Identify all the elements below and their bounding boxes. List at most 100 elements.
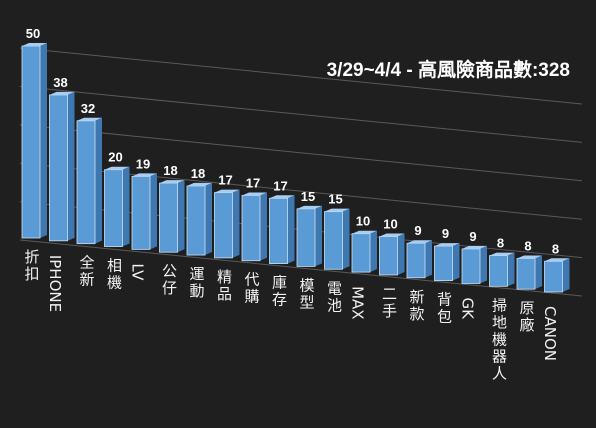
bar-top bbox=[22, 43, 47, 46]
bar bbox=[351, 233, 371, 273]
gridline bbox=[19, 239, 583, 297]
data-label: 9 bbox=[442, 226, 449, 241]
data-label: 8 bbox=[497, 236, 504, 251]
bar-top bbox=[269, 195, 295, 199]
data-label: 50 bbox=[26, 26, 40, 41]
category-label: 折扣 bbox=[24, 248, 39, 283]
bars bbox=[21, 43, 570, 293]
data-label: 15 bbox=[328, 192, 342, 207]
data-label: 10 bbox=[356, 214, 370, 229]
bar-side bbox=[425, 240, 432, 278]
gridline bbox=[19, 85, 583, 143]
bar-side bbox=[150, 173, 157, 250]
category-label: 背包 bbox=[437, 291, 452, 326]
bar-top bbox=[379, 233, 405, 237]
bar bbox=[104, 169, 123, 247]
category-label: 二手 bbox=[382, 285, 397, 320]
category-label: 精品 bbox=[217, 268, 232, 303]
category-label: LV bbox=[129, 263, 147, 281]
data-label: 18 bbox=[191, 166, 205, 181]
bar bbox=[159, 182, 178, 253]
bar bbox=[269, 197, 288, 264]
category-label: 庫存 bbox=[272, 274, 287, 309]
bar bbox=[21, 45, 41, 239]
bar-top bbox=[242, 192, 267, 196]
data-label: 17 bbox=[246, 175, 260, 190]
bar-side bbox=[397, 233, 405, 275]
data-label: 8 bbox=[524, 238, 531, 253]
bar bbox=[186, 185, 206, 256]
bar bbox=[76, 120, 96, 245]
bar bbox=[131, 176, 151, 250]
bar-top bbox=[324, 208, 350, 212]
category-label: 運動 bbox=[189, 265, 204, 300]
bar bbox=[296, 208, 316, 267]
bar-side bbox=[67, 91, 75, 241]
bar-side bbox=[370, 230, 377, 273]
bar bbox=[49, 94, 68, 242]
bar-top bbox=[517, 255, 542, 259]
category-label: 新款 bbox=[409, 288, 424, 323]
bar bbox=[379, 236, 398, 276]
bar-side bbox=[205, 182, 212, 256]
data-label: 15 bbox=[301, 189, 315, 204]
bar-side bbox=[232, 189, 240, 258]
bar-top bbox=[77, 117, 102, 121]
bar-top bbox=[49, 91, 75, 95]
gridline bbox=[19, 47, 583, 105]
data-label: 9 bbox=[414, 223, 421, 238]
data-label: 17 bbox=[273, 178, 287, 193]
bar-side bbox=[40, 43, 47, 238]
bar-top bbox=[159, 180, 185, 184]
bar-side bbox=[287, 195, 295, 264]
gridline bbox=[19, 124, 583, 182]
data-label: 20 bbox=[108, 150, 122, 165]
bar-side bbox=[260, 192, 267, 261]
bar bbox=[434, 245, 453, 282]
bar bbox=[214, 192, 233, 259]
bar-top bbox=[489, 252, 515, 256]
bar-side bbox=[562, 258, 570, 292]
category-label: 全新 bbox=[79, 254, 94, 289]
bar-top bbox=[407, 240, 432, 244]
bar-top bbox=[214, 189, 240, 193]
bar-side bbox=[535, 255, 542, 290]
category-label: 電池 bbox=[327, 279, 342, 314]
bar-side bbox=[507, 252, 515, 287]
bar bbox=[324, 211, 343, 270]
bar-top bbox=[104, 166, 130, 170]
bar-side bbox=[342, 208, 350, 270]
category-label: 相機 bbox=[107, 257, 122, 292]
bar-side bbox=[452, 243, 460, 281]
bar bbox=[489, 255, 508, 287]
category-label: CANON bbox=[541, 306, 559, 361]
bar-top bbox=[297, 205, 322, 209]
chart-title: 3/29~4/4 - 高風險商品數:328 bbox=[327, 58, 570, 81]
bar-top bbox=[132, 173, 157, 177]
value-labels: 50 38 32 20 19 18 18 17 17 17 15 15 10 10 9 9 9 8 8 8 bbox=[26, 26, 559, 256]
category-label: 模型 bbox=[299, 276, 314, 311]
data-label: 9 bbox=[469, 229, 476, 244]
bar bbox=[544, 260, 563, 293]
category-label: GK bbox=[459, 297, 477, 320]
bar-top bbox=[352, 230, 377, 234]
bar-side bbox=[177, 180, 185, 253]
bar bbox=[241, 195, 261, 262]
bar-top bbox=[434, 243, 460, 247]
bar-top bbox=[462, 245, 487, 249]
data-label: 10 bbox=[383, 217, 397, 232]
bar-top bbox=[544, 258, 570, 262]
data-label: 32 bbox=[81, 101, 95, 116]
data-label: 18 bbox=[163, 163, 177, 178]
data-label: 8 bbox=[552, 241, 559, 256]
bar-side bbox=[122, 166, 130, 247]
bar bbox=[461, 248, 481, 284]
bar bbox=[516, 258, 536, 290]
category-label: IPHONE bbox=[46, 255, 64, 312]
data-label: 38 bbox=[53, 75, 67, 90]
category-label: 公仔 bbox=[162, 262, 177, 297]
bar-side bbox=[315, 205, 322, 267]
